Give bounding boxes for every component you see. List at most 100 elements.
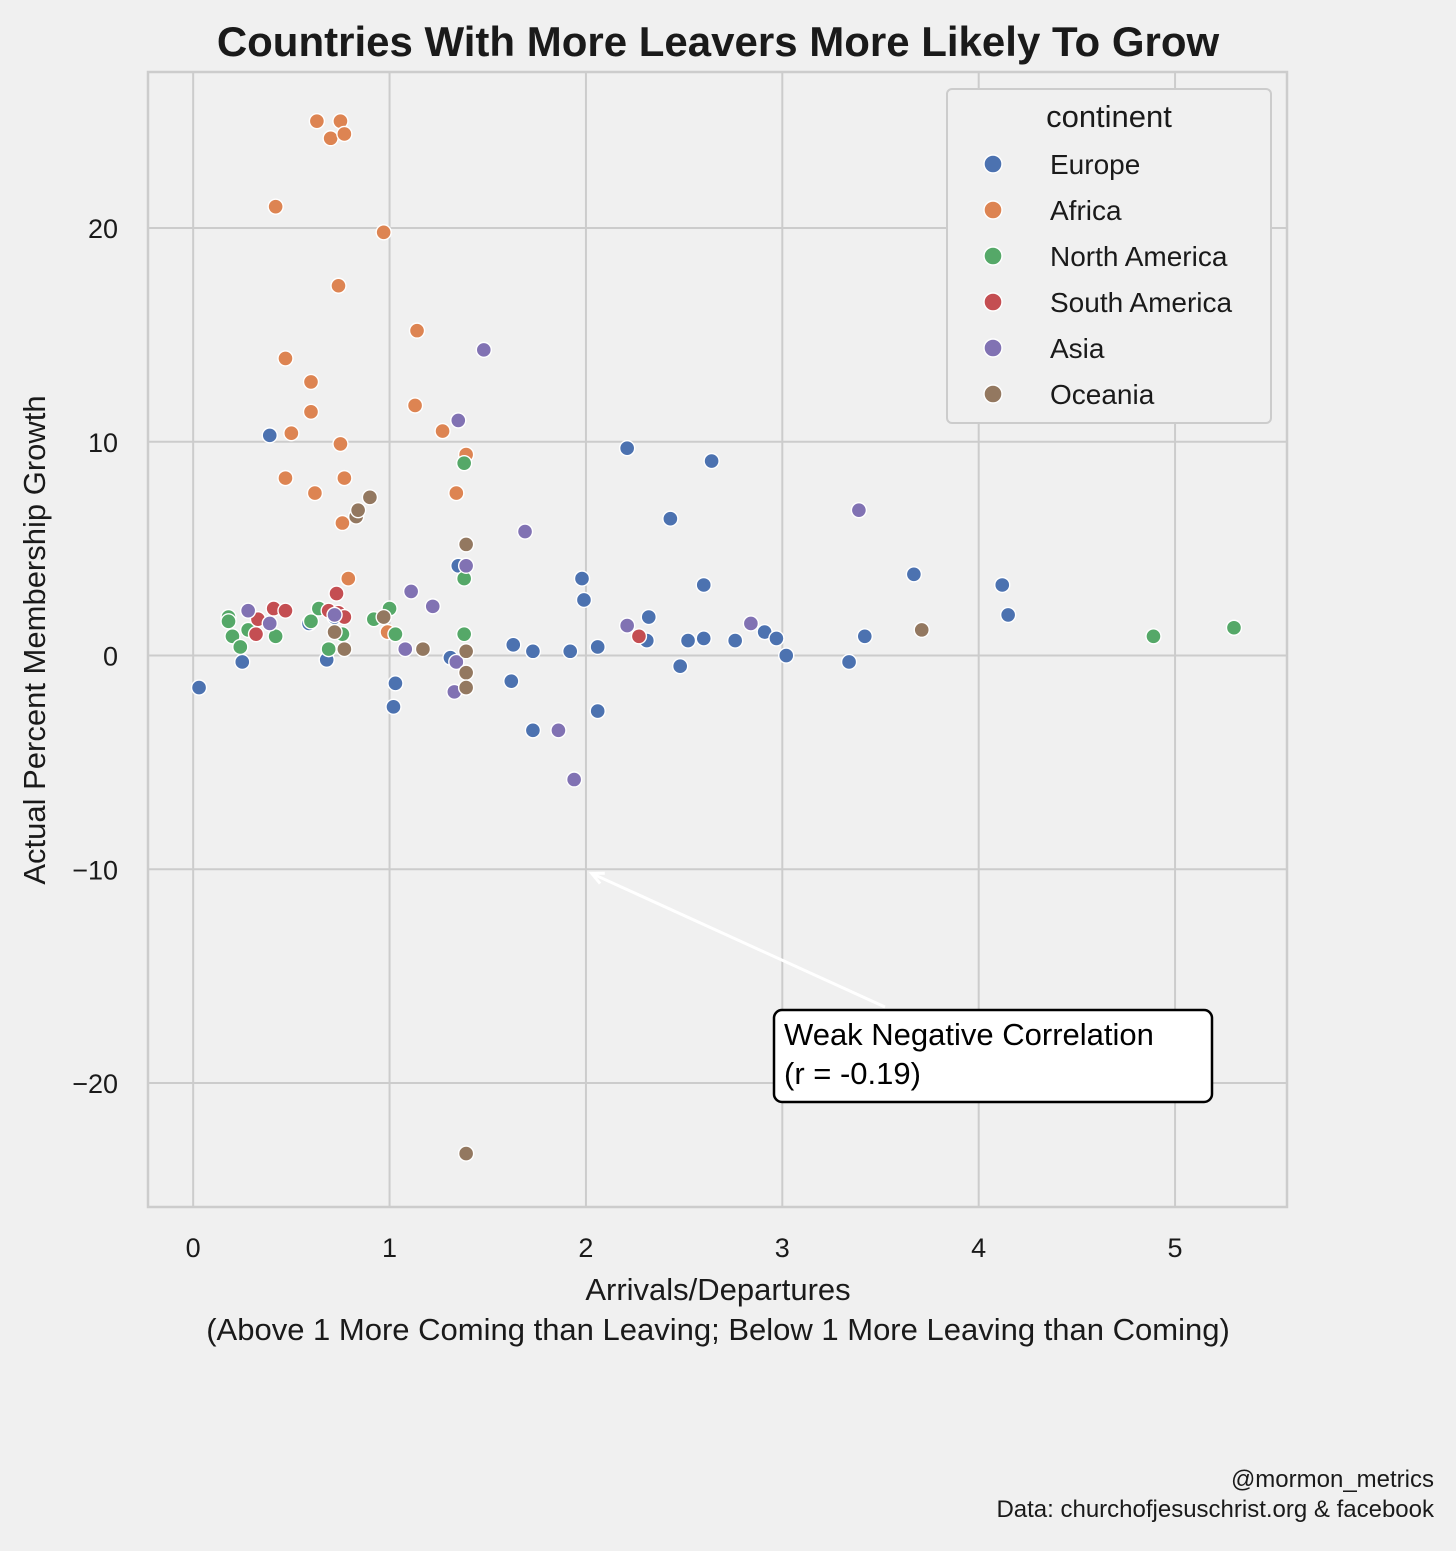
data-point-oceania xyxy=(457,536,475,553)
data-point-south-america xyxy=(328,585,345,602)
data-point-africa xyxy=(306,484,324,502)
data-point-europe xyxy=(261,427,278,444)
legend-label-oceania: Oceania xyxy=(1050,379,1155,410)
legend-marker-south-america xyxy=(983,292,1003,312)
data-point-europe xyxy=(703,452,720,470)
data-point-oceania xyxy=(457,664,475,681)
data-point-europe xyxy=(524,722,542,739)
data-point-europe xyxy=(524,643,542,660)
data-point-africa xyxy=(330,277,347,294)
data-point-europe xyxy=(695,630,712,647)
data-point-europe xyxy=(840,653,858,671)
x-tick-label: 5 xyxy=(1168,1233,1183,1263)
data-point-oceania xyxy=(336,640,353,658)
data-point-oceania xyxy=(349,501,367,519)
data-point-oceania xyxy=(457,679,475,696)
x-tick-label: 0 xyxy=(186,1233,201,1263)
data-point-africa xyxy=(277,350,294,367)
data-point-north-america xyxy=(1145,628,1162,645)
data-point-europe xyxy=(778,647,795,664)
annotation-arrowhead-icon xyxy=(588,871,605,885)
data-point-africa xyxy=(283,425,300,442)
data-point-asia xyxy=(550,722,567,739)
y-tick-label: 20 xyxy=(88,214,118,244)
data-point-north-america xyxy=(1225,619,1243,636)
annotation-line1: Weak Negative Correlation xyxy=(784,1017,1154,1052)
legend-frame xyxy=(946,88,1272,424)
data-point-north-america xyxy=(232,638,249,656)
legend-items: Europe Africa North America South America As… xyxy=(983,149,1233,410)
data-point-europe xyxy=(562,643,579,660)
y-axis-label: Actual Percent Membership Growth xyxy=(17,395,52,884)
data-point-africa xyxy=(267,198,284,215)
data-point-africa xyxy=(375,224,392,241)
data-point-europe xyxy=(505,636,522,654)
data-point-asia xyxy=(450,412,467,429)
data-point-africa xyxy=(406,397,424,414)
legend-label-south-america: South America xyxy=(1050,287,1233,318)
data-point-oceania xyxy=(375,608,392,626)
annotation-arrow xyxy=(591,872,886,1009)
data-point-africa xyxy=(334,514,351,532)
plot-frame xyxy=(146,70,1289,1209)
legend-label-north-america: North America xyxy=(1050,241,1228,272)
data-point-asia xyxy=(475,341,493,359)
data-point-asia xyxy=(565,771,583,788)
data-point-europe xyxy=(905,566,923,583)
legend-marker-europe xyxy=(983,154,1003,174)
data-point-africa xyxy=(302,403,320,421)
data-point-north-america xyxy=(320,640,337,658)
data-point-africa xyxy=(448,484,465,502)
data-point-asia xyxy=(448,653,465,671)
data-point-africa xyxy=(408,322,426,339)
data-point-africa xyxy=(277,469,294,487)
data-point-europe xyxy=(640,608,657,626)
y-tick-label: 0 xyxy=(103,642,118,672)
chart-title: Countries With More Leavers More Likely … xyxy=(217,18,1220,65)
data-point-europe xyxy=(856,628,873,645)
data-point-asia xyxy=(397,640,414,658)
data-point-asia xyxy=(402,583,420,600)
data-point-europe xyxy=(385,698,402,716)
data-point-south-america xyxy=(630,628,648,645)
data-point-asia xyxy=(850,501,868,519)
data-point-europe xyxy=(573,570,591,587)
data-point-europe xyxy=(234,653,251,671)
data-point-north-america xyxy=(387,625,404,643)
legend-title: continent xyxy=(1046,99,1172,134)
data-point-europe xyxy=(695,576,712,594)
legend-marker-africa xyxy=(983,200,1003,220)
x-tick-label: 1 xyxy=(382,1233,397,1263)
legend-marker-oceania xyxy=(983,384,1003,404)
credit-source: Data: churchofjesuschrist.org & facebook xyxy=(996,1496,1434,1523)
data-point-europe xyxy=(190,679,208,696)
credit-handle: @mormon_metrics xyxy=(1230,1466,1434,1493)
data-point-south-america xyxy=(277,602,294,619)
data-point-africa xyxy=(336,125,353,143)
data-point-asia xyxy=(326,606,343,624)
legend-label-asia: Asia xyxy=(1050,333,1105,364)
data-point-oceania xyxy=(326,623,343,641)
data-point-north-america xyxy=(302,613,320,630)
data-point-europe xyxy=(671,658,689,675)
x-axis-label: Arrivals/Departures xyxy=(585,1272,850,1307)
data-point-africa xyxy=(336,469,353,487)
data-point-africa xyxy=(340,570,357,587)
data-point-south-america xyxy=(247,625,265,643)
data-point-asia xyxy=(424,598,441,615)
y-tick-label: −10 xyxy=(72,855,118,885)
data-point-europe xyxy=(999,606,1017,624)
legend-label-europe: Europe xyxy=(1050,149,1140,180)
x-tick-label: 4 xyxy=(971,1233,986,1263)
data-point-europe xyxy=(575,591,593,609)
legend-label-africa: Africa xyxy=(1050,195,1122,226)
x-tick-label: 3 xyxy=(775,1233,790,1263)
data-point-europe xyxy=(994,576,1011,594)
data-point-europe xyxy=(618,439,636,457)
tick-labels: 0 1 2 3 4 5 −20 −10 0 10 20 xyxy=(72,214,1182,1263)
data-point-africa xyxy=(332,435,349,453)
y-tick-label: −20 xyxy=(72,1069,118,1099)
data-point-africa xyxy=(322,130,339,147)
data-points xyxy=(190,112,1243,1162)
